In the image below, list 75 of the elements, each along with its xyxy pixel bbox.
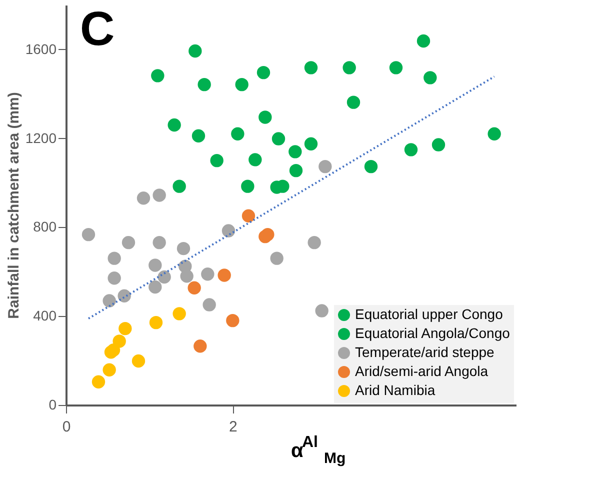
point (258, 110, 272, 124)
point (270, 252, 284, 265)
y-tick-label: 400 (33, 308, 57, 324)
point (289, 164, 303, 178)
point (188, 281, 201, 294)
point (82, 228, 96, 242)
point (92, 375, 106, 388)
y-tick-label: 1200 (25, 130, 57, 146)
point (389, 61, 403, 74)
point (308, 236, 321, 250)
point (152, 188, 166, 202)
point (488, 127, 501, 140)
point (241, 180, 254, 193)
point (102, 294, 116, 308)
point (152, 236, 166, 250)
point (194, 340, 207, 353)
y-tick-label: 0 (48, 396, 57, 412)
point (192, 129, 206, 142)
point (231, 127, 244, 140)
point (122, 236, 136, 250)
point (315, 304, 328, 318)
point (180, 270, 194, 283)
y-tick-label: 800 (33, 218, 57, 235)
point (198, 78, 211, 92)
point (202, 298, 216, 312)
legend-label: Equatorial upper Congo (355, 306, 504, 322)
x-tick-label: 2 (228, 418, 238, 436)
point (210, 154, 224, 168)
point (148, 280, 162, 294)
point (242, 209, 256, 222)
point (364, 160, 378, 174)
point (318, 160, 332, 174)
legend-label: Temperate/arid steppe (355, 344, 495, 360)
point (148, 258, 162, 272)
point (272, 132, 286, 146)
legend-label: Arid/semi-arid Angola (355, 363, 488, 379)
point (118, 289, 131, 302)
y-axis-title: Rainfall in catchment area (mm) (5, 92, 22, 319)
point (151, 69, 164, 82)
point (104, 346, 118, 359)
point (235, 78, 248, 92)
point (416, 34, 430, 48)
point (112, 334, 126, 348)
point (158, 270, 171, 284)
point (108, 252, 121, 265)
point (102, 363, 116, 376)
point (304, 137, 318, 150)
point (256, 66, 270, 80)
point (226, 314, 240, 328)
point (424, 71, 437, 84)
point (304, 61, 318, 74)
point (172, 180, 186, 193)
point (404, 143, 418, 156)
point (176, 242, 190, 256)
point (261, 228, 274, 242)
chart-title: C (80, 3, 115, 56)
point (168, 118, 181, 132)
point (149, 316, 163, 330)
point (342, 61, 356, 74)
point (201, 268, 214, 281)
point (248, 153, 262, 166)
point (432, 138, 446, 152)
point (108, 272, 121, 285)
point (222, 224, 236, 238)
y-tick-label: 1600 (25, 40, 57, 57)
point (218, 268, 231, 282)
point (132, 354, 146, 368)
point (188, 44, 202, 58)
point (136, 192, 150, 205)
point (118, 322, 132, 336)
point (288, 145, 302, 158)
legend-label: Equatorial Angola/Congo (355, 325, 510, 341)
legend-label: Arid Namibia (355, 382, 436, 398)
point (172, 307, 186, 320)
point (346, 96, 360, 109)
